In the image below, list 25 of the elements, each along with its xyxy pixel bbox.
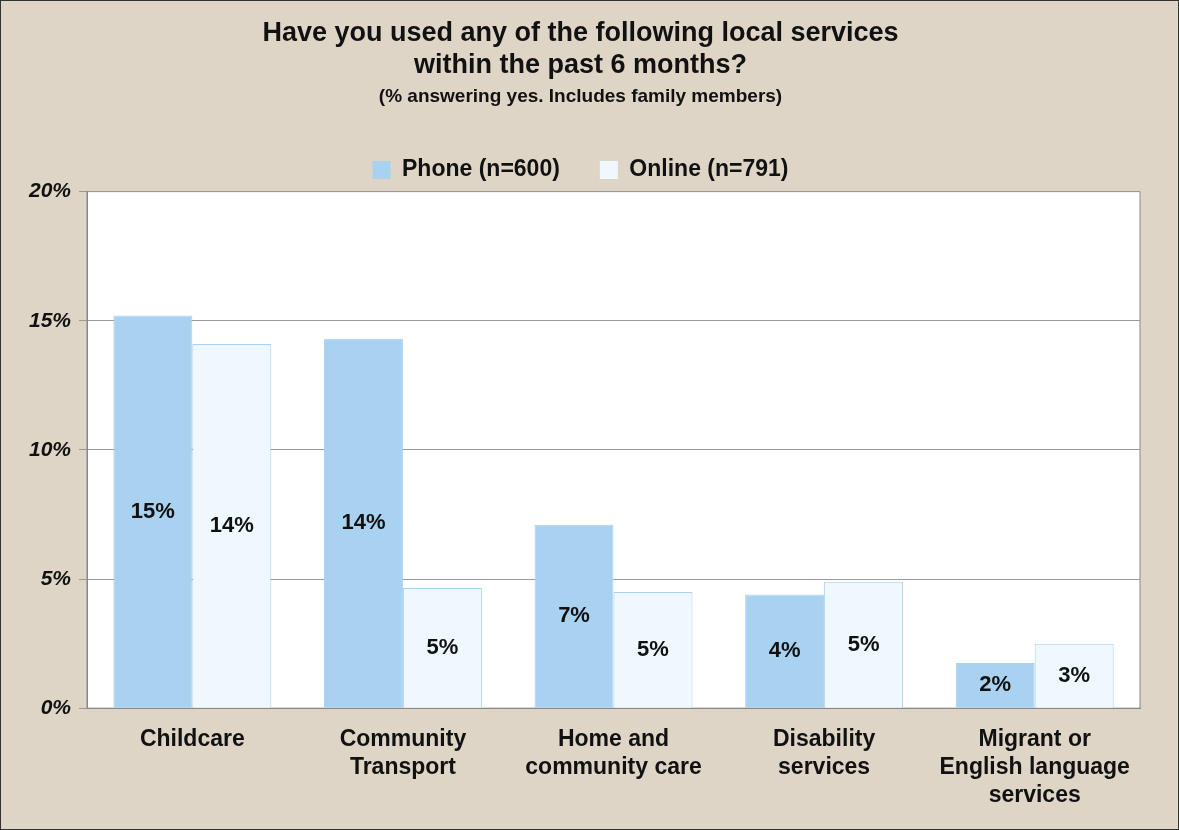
data-label: 4% [768, 637, 801, 663]
x-tick-label: Childcare [139, 725, 245, 752]
data-label: 14% [209, 511, 254, 537]
y-tick-label: 20% [28, 178, 72, 202]
y-tick-label: 15% [29, 307, 72, 331]
legend-label: Online (n=791) [629, 155, 789, 182]
legend-label: Phone (n=600) [402, 155, 560, 182]
data-label: 2% [979, 671, 1012, 697]
data-label: 7% [558, 602, 590, 628]
data-label: 14% [341, 509, 386, 535]
data-label: 5% [847, 630, 880, 656]
data-label: 5% [426, 633, 459, 659]
data-label: 15% [130, 497, 175, 523]
x-tick-label: Community Transport [339, 725, 467, 779]
bar [745, 594, 825, 708]
data-label: 5% [637, 635, 669, 661]
data-label: 3% [1058, 661, 1091, 687]
y-tick-label: 10% [29, 436, 72, 460]
x-tick-label: Disability services [772, 725, 876, 779]
chart-title: Have you used any of the following local services within the past 6 months? [262, 16, 899, 80]
x-tick-label: Migrant or English language services [939, 725, 1130, 807]
chart-subtitle: (% answering yes. Includes family members) [378, 85, 783, 107]
x-tick-label: Home and community care [525, 725, 702, 779]
y-tick-label: 0% [40, 695, 72, 718]
y-tick-label: 5% [40, 565, 72, 589]
